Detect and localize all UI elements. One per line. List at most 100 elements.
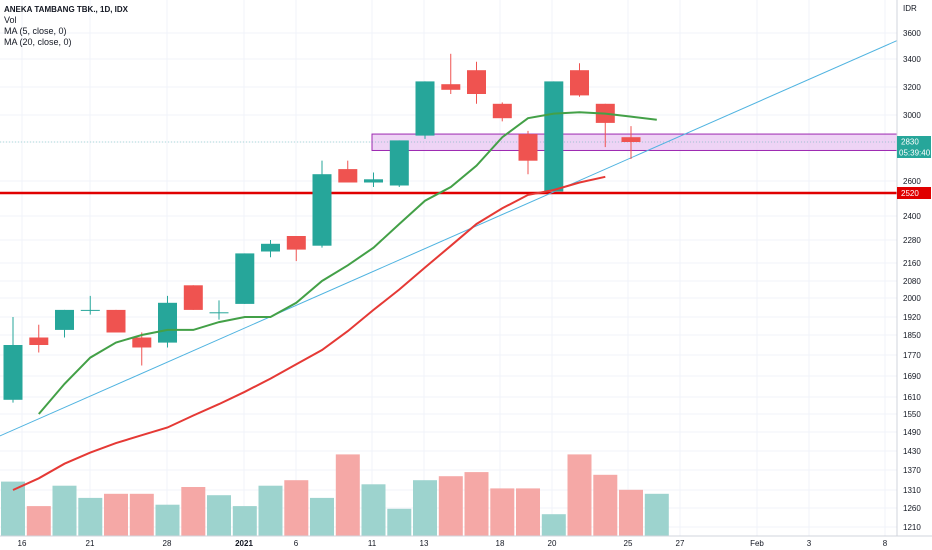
- currency-label: IDR: [903, 4, 917, 13]
- volume-bar: [593, 474, 618, 536]
- time-tick-label: 2021: [235, 539, 253, 548]
- price-tick-label: 1770: [903, 351, 921, 360]
- volume-bar: [644, 493, 669, 536]
- symbol-title[interactable]: ANEKA TAMBANG TBK., 1D, IDX: [4, 5, 128, 14]
- support-tag: 2520: [901, 189, 919, 198]
- candle-body: [544, 81, 564, 192]
- candle-body: [441, 84, 461, 90]
- price-tick-label: 1490: [903, 428, 921, 437]
- volume-bar: [181, 487, 206, 536]
- volume-bar: [438, 476, 463, 536]
- volume-bar: [619, 489, 643, 536]
- time-tick-label: 16: [18, 539, 27, 548]
- price-tick-label: 1690: [903, 372, 921, 381]
- candle-body: [312, 174, 332, 246]
- volume-bar: [567, 454, 592, 536]
- volume-bar: [413, 480, 437, 536]
- time-tick-label: 28: [163, 539, 172, 548]
- time-tick-label: 25: [624, 539, 633, 548]
- price-axis-bg: [897, 0, 932, 550]
- countdown-tag: 05:39:40: [899, 149, 931, 158]
- price-tick-label: 2000: [903, 294, 921, 303]
- price-tick-label: 1850: [903, 331, 921, 340]
- candle-body: [209, 312, 229, 314]
- volume-bar: [464, 472, 489, 536]
- candle-body: [3, 345, 23, 400]
- ma20-line: [12, 175, 606, 491]
- time-tick-label: 27: [676, 539, 685, 548]
- candle-body: [132, 337, 152, 348]
- candle-body: [338, 169, 358, 183]
- candle-body: [158, 302, 177, 343]
- volume-bar: [541, 514, 566, 536]
- price-tick-label: 2400: [903, 212, 921, 221]
- chart-grid: [0, 0, 897, 536]
- chart-overlays: [0, 32, 915, 437]
- price-tick-label: 3200: [903, 83, 921, 92]
- volume-bar: [258, 485, 283, 536]
- price-tick-label: 1260: [903, 504, 921, 513]
- price-tick-label: 3600: [903, 29, 921, 38]
- candle-body: [80, 309, 100, 311]
- candle-body: [286, 236, 306, 250]
- volume-bar: [207, 495, 231, 536]
- volume-bar: [284, 480, 309, 536]
- time-tick-label: 11: [368, 539, 377, 548]
- price-tick-label: 2280: [903, 236, 921, 245]
- volume-bar: [1, 481, 25, 536]
- price-tick-label: 1920: [903, 313, 921, 322]
- candle-body: [415, 81, 435, 136]
- candle-body: [467, 70, 486, 94]
- ma5-line: [38, 111, 657, 415]
- candle-body: [518, 134, 538, 161]
- trendline: [0, 32, 915, 437]
- candle-body: [183, 285, 203, 310]
- volume-bar: [104, 493, 128, 536]
- legend-ma20[interactable]: MA (20, close, 0): [4, 37, 72, 47]
- price-tick-label: 1210: [903, 523, 921, 532]
- time-tick-label: 21: [86, 539, 95, 548]
- price-tick-label: 1370: [903, 466, 921, 475]
- legend-volume[interactable]: Vol: [4, 15, 17, 25]
- support-tag-bg: [897, 187, 931, 199]
- volume-bar: [129, 493, 154, 536]
- volume-bar: [52, 485, 77, 536]
- volume-bar: [310, 497, 334, 536]
- time-tick-label: Feb: [750, 539, 764, 548]
- volume-bar: [155, 504, 180, 536]
- candle-body: [29, 337, 49, 345]
- price-axis[interactable]: IDR 3600 3400 3200 3000 2600 2400 2280 2160 2080 2…: [896, 0, 932, 550]
- price-tick-label: 3400: [903, 55, 921, 64]
- price-tick-label: 1550: [903, 410, 921, 419]
- volume-bar: [387, 508, 412, 536]
- countdown-tag-bg: [897, 147, 931, 158]
- candle-body: [55, 309, 74, 330]
- price-tick-label: 1430: [903, 447, 921, 456]
- volume-bars: [1, 454, 669, 536]
- volume-bar: [490, 488, 515, 536]
- legend-ma5[interactable]: MA (5, close, 0): [4, 26, 67, 36]
- volume-bar: [335, 454, 360, 536]
- price-tick-label: 2080: [903, 277, 921, 286]
- candle-body: [235, 253, 255, 304]
- volume-bar: [516, 488, 540, 536]
- price-tick-label: 1310: [903, 486, 921, 495]
- candle-body: [492, 103, 512, 119]
- time-tick-label: 18: [496, 539, 505, 548]
- candle-body: [261, 243, 280, 252]
- time-tick-label: 20: [548, 539, 557, 548]
- time-axis-bg: [0, 536, 932, 550]
- time-tick-label: 6: [294, 539, 299, 548]
- time-tick-label: 8: [883, 539, 888, 548]
- candle-body: [570, 70, 589, 96]
- current-price-tag-bg: [897, 136, 931, 147]
- volume-bar: [361, 484, 386, 536]
- price-tick-label: 3000: [903, 111, 921, 120]
- candle-body: [389, 140, 409, 186]
- volume-bar: [232, 506, 257, 536]
- time-axis[interactable]: 16 21 28 2021 6 11 13 18 20 25 27 Feb 3 8: [0, 535, 932, 550]
- candle-body: [621, 137, 641, 142]
- time-tick-label: 3: [807, 539, 812, 548]
- volume-bar: [78, 497, 103, 536]
